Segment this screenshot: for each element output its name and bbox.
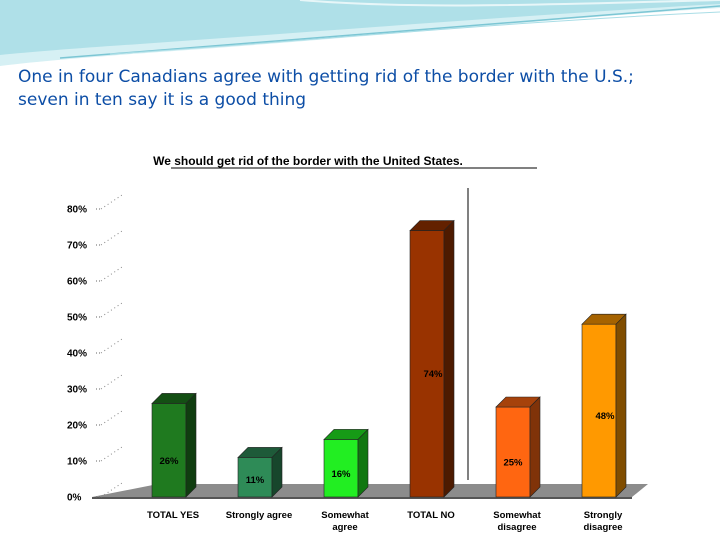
bar-front (151, 403, 187, 498)
y-axis-depth-line (100, 482, 123, 498)
y-axis-depth-line (100, 302, 123, 318)
y-tick-label: 30% (67, 385, 87, 396)
bar-side (529, 396, 541, 498)
chart-title: We should get rid of the border with the… (153, 154, 463, 168)
bar (409, 219, 455, 498)
x-category-label: disagree (497, 522, 536, 533)
y-tick-label: 40% (67, 349, 87, 360)
bar-data-label: 26% (159, 456, 179, 467)
y-axis-depth-line (100, 194, 123, 210)
bar-front (495, 406, 531, 498)
bar (581, 313, 627, 498)
bar-front (237, 457, 273, 498)
x-category-label: TOTAL YES (147, 510, 199, 521)
slide-title-line-2: seven in ten say it is a good thing (18, 90, 307, 110)
x-category-label: Somewhat (321, 510, 369, 521)
x-category-label: agree (332, 522, 357, 533)
bar-side (185, 392, 197, 498)
bars (151, 219, 627, 498)
x-category-label: disagree (583, 522, 622, 533)
bar-side (615, 313, 627, 498)
bar (323, 428, 369, 498)
y-tick-label: 50% (67, 313, 87, 324)
y-tick-label: 0% (67, 493, 82, 504)
y-tick-label: 60% (67, 277, 87, 288)
bar (495, 396, 541, 498)
bar (237, 446, 283, 498)
x-category-label: Strongly agree (226, 510, 293, 521)
y-axis-depth-line (100, 338, 123, 354)
bar-front (323, 439, 359, 498)
chart-floor-edge (92, 497, 632, 499)
y-tick-label: 70% (67, 241, 87, 252)
x-category-label: Strongly (584, 510, 623, 521)
bar-chart: 0% 10% 20% 30% 40% 50% 60% 70% 80% 26% TOTAL YES 11… (67, 154, 648, 534)
bar-front (409, 230, 445, 498)
slide-title: One in four Canadians agree with getting… (18, 66, 708, 112)
x-category-label: Somewhat (493, 510, 541, 521)
bar (151, 392, 197, 498)
slide-title-line-1: One in four Canadians agree with getting… (18, 67, 634, 87)
y-axis-depth-line (100, 374, 123, 390)
y-axis-depth-line (100, 230, 123, 246)
bar-data-label: 74% (423, 369, 443, 380)
y-tick-label: 80% (67, 205, 87, 216)
bar-data-label: 16% (331, 469, 351, 480)
bar-data-label: 25% (503, 458, 523, 469)
y-axis-depth-line (100, 266, 123, 282)
labels: 0% 10% 20% 30% 40% 50% 60% 70% 80% 26% TOTAL YES 11… (67, 205, 623, 534)
y-tick-label: 20% (67, 421, 87, 432)
y-axis-depth-line (100, 446, 123, 462)
y-axis-depth-line (100, 410, 123, 426)
bar-side (443, 219, 455, 498)
bar-data-label: 11% (246, 475, 265, 486)
chart-panel: 0% 10% 20% 30% 40% 50% 60% 70% 80% 26% TOTAL YES 11… (40, 144, 667, 540)
bar-side (271, 446, 283, 498)
y-axis (96, 188, 469, 498)
bar-data-label: 48% (595, 411, 615, 422)
x-category-label: TOTAL NO (407, 510, 455, 521)
bar-side (357, 428, 369, 498)
header-swoosh-decoration (0, 0, 720, 66)
y-tick-label: 10% (67, 457, 87, 468)
